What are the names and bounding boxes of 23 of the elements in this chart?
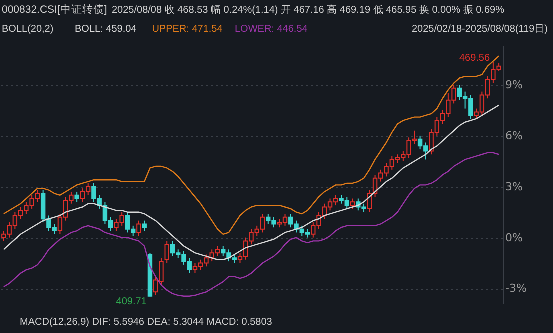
candlestick bbox=[136, 220, 142, 237]
text: BOLL(20,2) bbox=[2, 24, 54, 35]
text: BOLL: 459.04 bbox=[75, 24, 138, 35]
text: MACD(12,26,9) DIF: 5.5946 DEA: 5.3044 MACD: 0.5803 bbox=[20, 317, 273, 328]
y-tick-label: 9% bbox=[506, 78, 523, 92]
y-tick-label: 3% bbox=[506, 180, 523, 194]
line-series bbox=[3, 104, 500, 260]
candlestick bbox=[142, 220, 147, 232]
line-series bbox=[3, 152, 500, 297]
chart-title: 000832.CSI[中证转债] bbox=[2, 3, 108, 16]
text: 2025/08/08 收 468.53 幅 0.24%(1.14) 开 467.16 高 469.19 低 465.95 换 0.00% 振 0.69% bbox=[112, 4, 505, 16]
annotation: 469.56 bbox=[459, 52, 490, 64]
candlestick bbox=[164, 240, 170, 264]
y-tick-label: -3% bbox=[506, 282, 527, 296]
text: UPPER: 471.54 bbox=[152, 24, 224, 35]
candlestick bbox=[350, 198, 356, 210]
candlestick bbox=[74, 191, 80, 203]
line-series bbox=[3, 56, 500, 236]
text: LOWER: 446.54 bbox=[235, 24, 308, 35]
y-tick-label: 0% bbox=[506, 231, 523, 244]
y-tick-label: 6% bbox=[506, 129, 523, 142]
text: 2025/02/18-2025/08/08(119日) bbox=[412, 24, 548, 35]
annotation: 409.71 bbox=[116, 296, 148, 308]
